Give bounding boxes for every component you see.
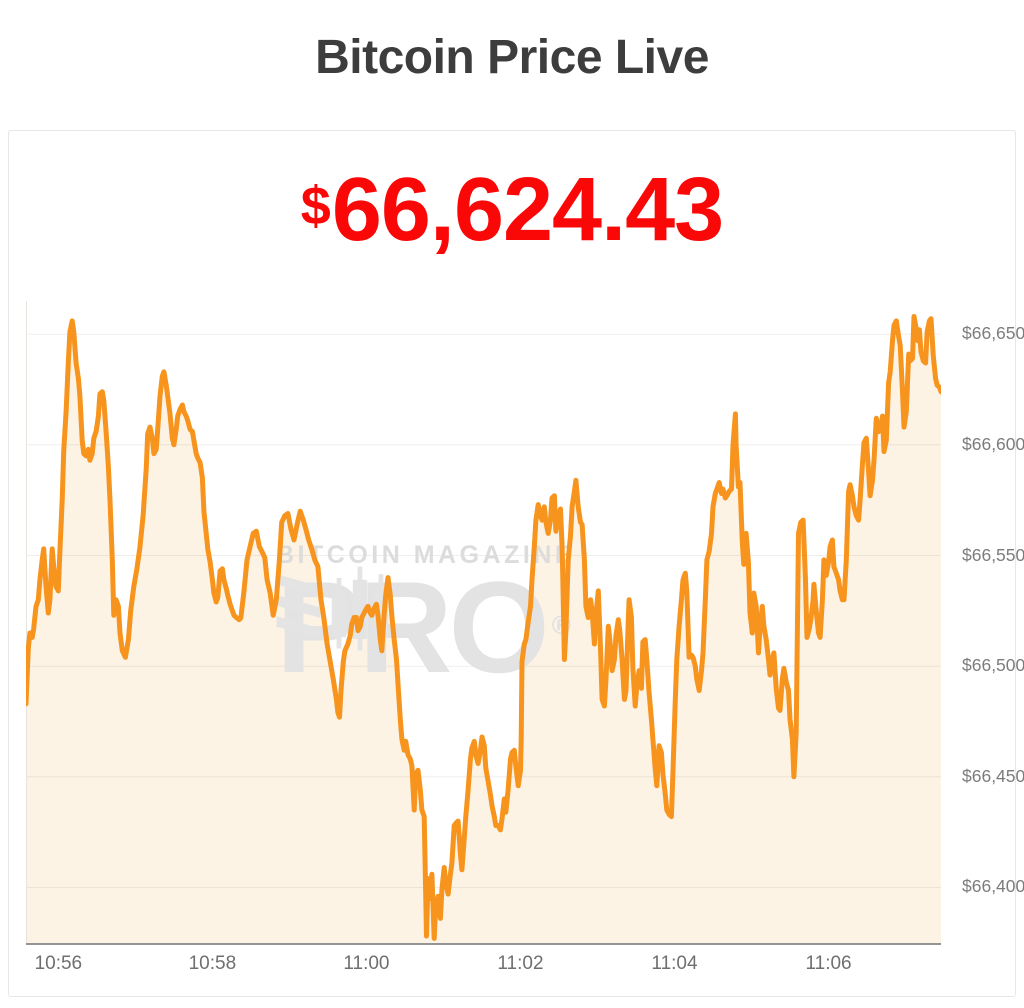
page-title: Bitcoin Price Live [315,31,709,84]
x-tick-label: 11:06 [805,953,852,974]
chart-area-fill [26,301,941,945]
live-price: $66,624.43 [9,159,1015,262]
y-tick-label: $66,550 [962,544,1024,565]
price-value: 66,624.43 [331,160,724,260]
y-tick-label: $66,500 [962,655,1024,676]
y-tick-label: $66,650 [962,323,1024,344]
price-line [26,314,941,945]
chart-plot[interactable]: BITCOIN MAGAZINE PRO ® [26,301,941,945]
x-tick-label: 11:00 [343,953,390,974]
x-axis-labels: 10:56 10:58 11:00 11:02 11:04 11:06 [9,131,1017,998]
y-axis-labels: $66,650 $66,600 $66,550 $66,500 $66,450 $66,4… [954,131,1024,998]
x-tick-label: 11:04 [651,953,698,974]
y-tick-label: $66,400 [962,876,1024,897]
x-tick-label: 10:58 [188,953,237,974]
currency-symbol: $ [300,176,331,236]
x-tick-label: 11:02 [497,953,544,974]
chart-card: $66,624.43 [8,130,1024,998]
y-tick-label: $66,450 [962,765,1024,786]
x-tick-label: 10:56 [34,953,83,974]
y-tick-label: $66,600 [962,433,1024,454]
